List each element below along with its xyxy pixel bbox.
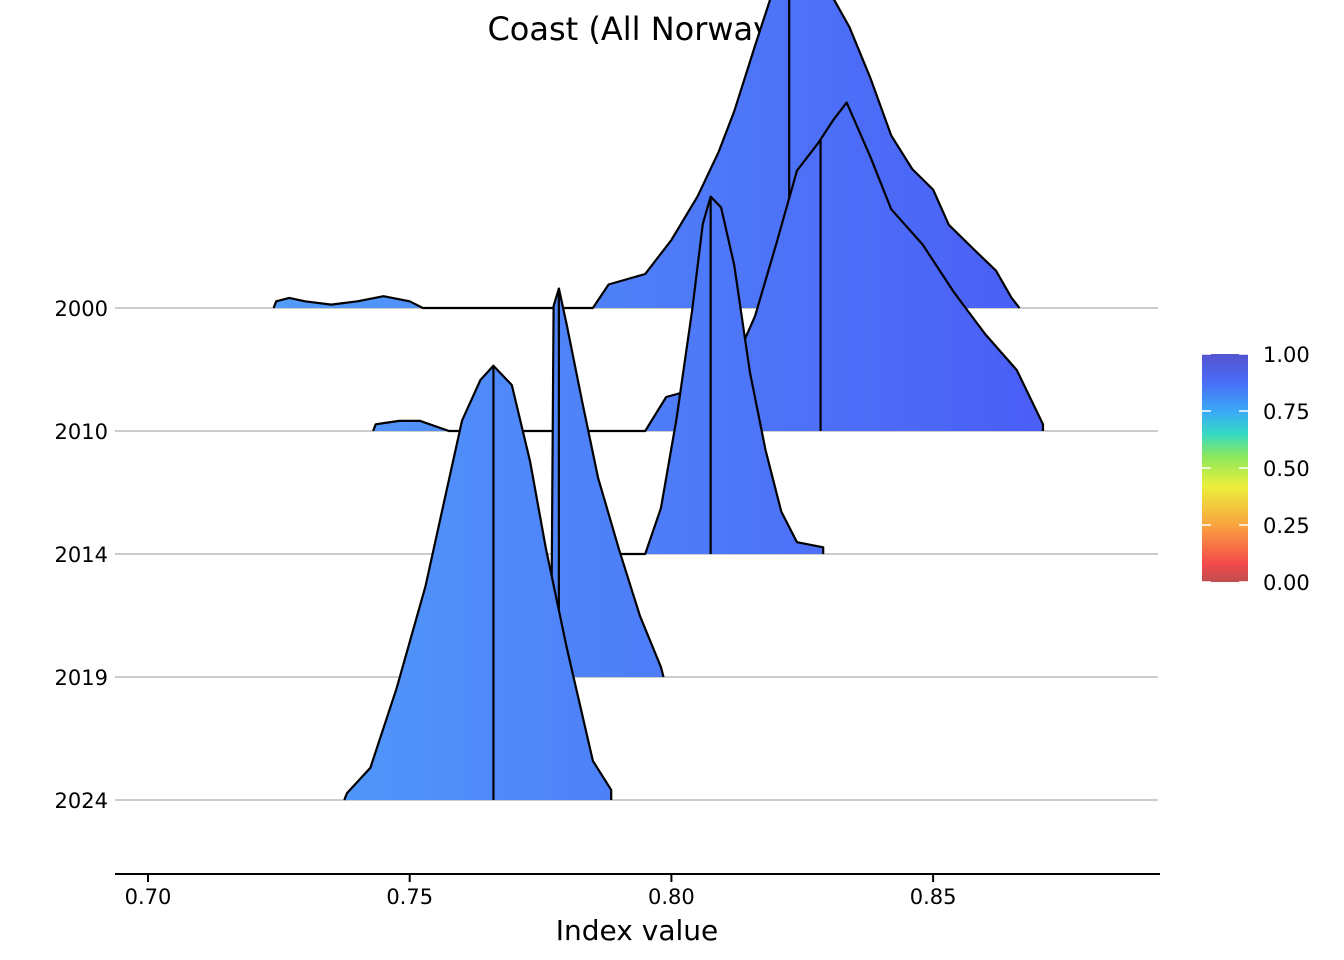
ridge-outline-2000 <box>272 0 1021 310</box>
colorbar-label-1.00: 1.00 <box>1263 343 1310 367</box>
x-tick-label-0.85: 0.85 <box>910 885 957 909</box>
x-axis-label: Index value <box>556 914 718 947</box>
colorbar-label-0.50: 0.50 <box>1263 457 1310 481</box>
y-tick-label-2024: 2024 <box>55 789 108 813</box>
ridge-outline-2024 <box>343 364 613 801</box>
ridges <box>272 0 1045 801</box>
x-tick-label-0.70: 0.70 <box>125 885 172 909</box>
ridge-2010 <box>372 101 1045 433</box>
ridge-fill-2010 <box>373 102 1044 431</box>
ridge-outline-2014 <box>603 195 825 556</box>
ridge-2024 <box>343 364 613 801</box>
ridge-2014 <box>603 195 825 556</box>
ridge-outline-2019 <box>549 287 665 678</box>
colorbar-label-0.00: 0.00 <box>1263 571 1310 595</box>
colorbar-label-0.25: 0.25 <box>1263 514 1310 538</box>
y-tick-label-2010: 2010 <box>55 420 108 444</box>
x-axis-ticks: 0.70 0.75 0.80 0.85 <box>125 874 957 909</box>
y-tick-labels: 2000 2010 2014 2019 2024 <box>55 297 108 813</box>
y-tick-label-2014: 2014 <box>55 543 108 567</box>
x-tick-label-0.75: 0.75 <box>386 885 433 909</box>
ridge-fill-2019 <box>551 288 664 677</box>
ridge-outline-2010 <box>372 101 1045 433</box>
y-tick-label-2000: 2000 <box>55 297 108 321</box>
ridge-2019 <box>549 287 665 678</box>
colorbar-label-0.75: 0.75 <box>1263 400 1310 424</box>
y-tick-label-2019: 2019 <box>55 666 108 690</box>
chart-title: Coast (All Norway) <box>487 10 784 48</box>
colorbar-legend: 0.00 0.25 0.50 0.75 1.00 <box>1202 343 1310 595</box>
ridge-fill-2024 <box>344 365 612 800</box>
x-tick-label-0.80: 0.80 <box>648 885 695 909</box>
